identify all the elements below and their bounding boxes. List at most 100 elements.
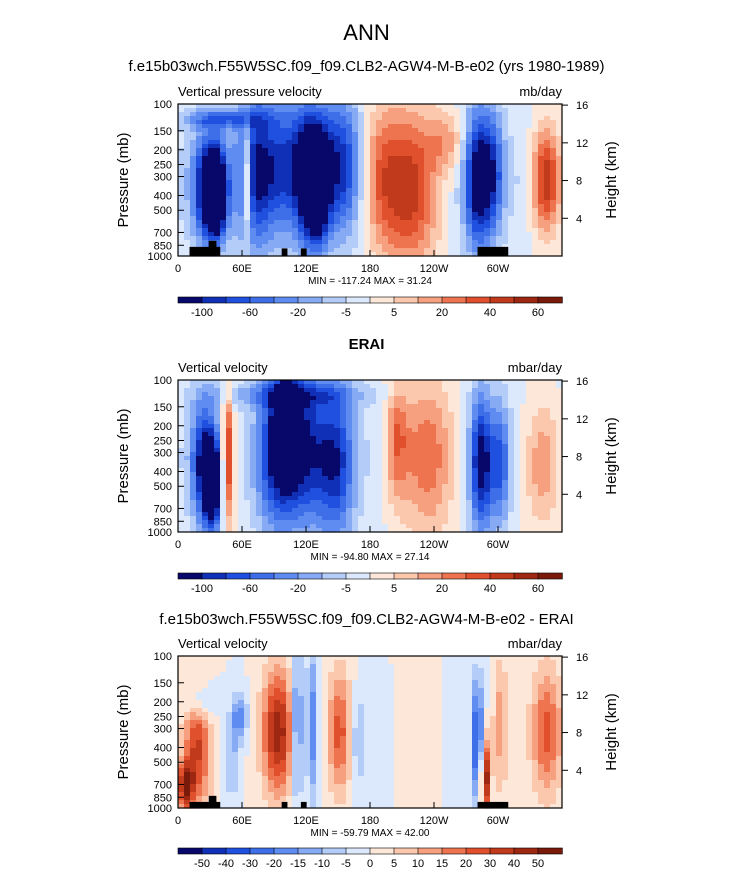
field-cell-2 (424, 504, 431, 509)
field-cell-1 (196, 140, 203, 145)
field-cell-1 (520, 148, 527, 153)
field-cell-2 (376, 412, 383, 417)
field-cell-2 (496, 484, 503, 489)
field-cell-1 (508, 200, 515, 205)
field-cell-1 (484, 152, 491, 157)
field-cell-1 (412, 120, 419, 125)
field-cell-1 (526, 212, 533, 217)
field-cell-2 (430, 468, 437, 473)
field-cell-2 (478, 440, 485, 445)
field-cell-1 (526, 192, 533, 197)
field-cell-2 (478, 388, 485, 393)
field-cell-2 (478, 476, 485, 481)
field-cell-1 (304, 172, 311, 177)
field-cell-1 (388, 176, 395, 181)
field-cell-2 (322, 528, 329, 533)
field-cell-1 (232, 160, 239, 165)
field-cell-1 (508, 180, 515, 185)
field-cell-1 (304, 104, 311, 109)
field-cell-1 (550, 176, 557, 181)
field-cell-2 (448, 524, 455, 529)
field-cell-1 (520, 188, 527, 193)
field-cell-2 (304, 492, 311, 497)
field-cell-1 (244, 124, 251, 129)
field-cell-2 (532, 460, 539, 465)
field-cell-1 (490, 112, 497, 117)
field-cell-1 (226, 128, 233, 133)
field-cell-2 (526, 424, 533, 429)
field-cell-1 (496, 176, 503, 181)
field-cell-2 (196, 520, 203, 525)
field-cell-2 (538, 472, 545, 477)
field-cell-2 (460, 468, 467, 473)
field-cell-2 (544, 384, 551, 389)
field-cell-2 (490, 504, 497, 509)
field-cell-2 (484, 500, 491, 505)
field-cell-1 (538, 236, 545, 241)
field-cell-1 (496, 180, 503, 185)
colorbar-label-1: 20 (436, 307, 448, 319)
field-cell-2 (376, 480, 383, 485)
y-tick-label-2: 100 (154, 375, 172, 387)
field-cell-2 (250, 524, 257, 529)
field-cell-2 (406, 396, 413, 401)
field-cell-1 (466, 180, 473, 185)
field-cell-1 (202, 228, 209, 233)
field-cell-1 (220, 240, 227, 245)
field-cell-2 (226, 480, 233, 485)
field-cell-2 (478, 432, 485, 437)
field-cell-1 (328, 224, 335, 229)
field-cell-2 (262, 520, 269, 525)
field-cell-2 (448, 452, 455, 457)
field-cell-1 (478, 104, 485, 109)
field-cell-2 (484, 468, 491, 473)
field-cell-1 (544, 140, 551, 145)
field-cell-2 (556, 480, 563, 485)
field-cell-2 (202, 436, 209, 441)
field-cell-1 (442, 132, 449, 137)
field-cell-2 (460, 520, 467, 525)
field-cell-2 (424, 392, 431, 397)
field-cell-1 (262, 132, 269, 137)
field-cell-2 (526, 452, 533, 457)
field-cell-2 (226, 456, 233, 461)
field-cell-1 (526, 152, 533, 157)
field-cell-2 (544, 424, 551, 429)
field-cell-2 (334, 452, 341, 457)
field-cell-1 (550, 124, 557, 129)
field-cell-1 (340, 132, 347, 137)
field-cell-1 (370, 164, 377, 169)
field-cell-2 (256, 524, 263, 529)
field-cell-1 (514, 180, 521, 185)
field-cell-1 (496, 224, 503, 229)
field-cell-1 (454, 172, 461, 177)
field-cell-1 (178, 224, 185, 229)
field-cell-2 (256, 516, 263, 521)
field-cell-1 (484, 112, 491, 117)
field-cell-2 (466, 440, 473, 445)
field-cell-1 (490, 244, 497, 249)
field-cell-1 (232, 148, 239, 153)
field-cell-2 (238, 512, 245, 517)
field-cell-1 (424, 132, 431, 137)
field-cell-1 (508, 112, 515, 117)
field-cell-1 (178, 188, 185, 193)
field-cell-2 (412, 408, 419, 413)
field-cell-2 (238, 416, 245, 421)
field-cell-2 (508, 528, 515, 533)
field-cell-1 (496, 168, 503, 173)
field-cell-2 (514, 396, 521, 401)
field-cell-2 (532, 488, 539, 493)
field-cell-2 (364, 396, 371, 401)
field-cell-1 (304, 248, 311, 253)
field-cell-2 (190, 444, 197, 449)
field-cell-1 (460, 240, 467, 245)
field-cell-2 (466, 448, 473, 453)
field-cell-1 (382, 208, 389, 213)
field-cell-1 (538, 168, 545, 173)
field-cell-1 (514, 200, 521, 205)
field-cell-1 (232, 172, 239, 177)
field-cell-2 (550, 452, 557, 457)
field-cell-1 (196, 132, 203, 137)
field-cell-2 (310, 408, 317, 413)
